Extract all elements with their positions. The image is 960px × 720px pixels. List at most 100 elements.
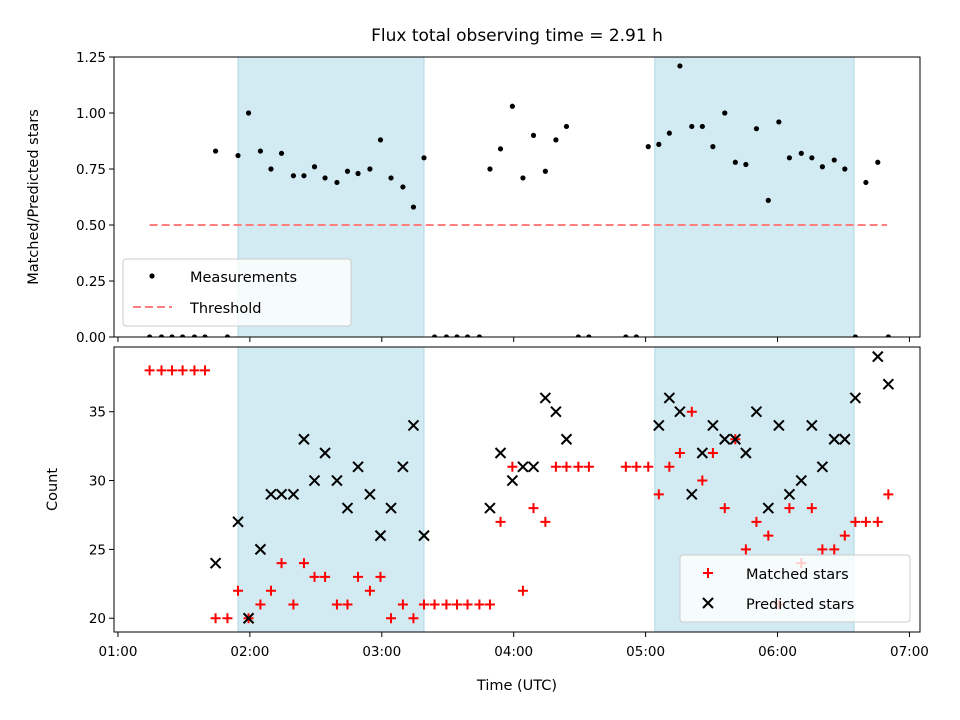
predicted-star-point [374, 529, 387, 542]
measurement-point [410, 204, 417, 210]
predicted-star-point [773, 419, 785, 432]
matched-star-point [550, 461, 561, 472]
measurement-point [355, 170, 361, 177]
predicted-star-point [806, 419, 818, 432]
measurement-point [245, 110, 252, 116]
x-tick-label: 02:00 [230, 644, 269, 660]
measurement-point [454, 334, 460, 337]
y-tick-label: 20 [89, 611, 106, 627]
measurement-point [863, 179, 869, 186]
matched-star-point [429, 599, 440, 610]
measurement-point [388, 175, 394, 181]
measurement-point [699, 123, 705, 130]
matched-star-point [495, 516, 506, 527]
matched-star-point [408, 613, 419, 624]
matched-star-point [507, 461, 518, 472]
y-tick-label: 0.50 [76, 218, 106, 234]
predicted-star-point [674, 406, 686, 418]
matched-star-point [686, 406, 697, 417]
matched-star-point [276, 558, 287, 569]
legend-label-predicted: Predicted stars [746, 597, 854, 613]
y-axis-label: Matched/Predicted stars [26, 109, 42, 285]
predicted-star-point [762, 502, 775, 514]
x-tick-label: 07:00 [890, 644, 929, 660]
measurement-point [179, 334, 186, 337]
measurement-point [765, 197, 771, 203]
measurement-point [875, 159, 881, 165]
predicted-star-point [653, 419, 665, 432]
predicted-star-point [882, 378, 895, 390]
matched-star-point [167, 365, 178, 376]
predicted-star-point [352, 461, 364, 473]
y-tick-label: 0.00 [76, 330, 106, 346]
measurement-point [224, 334, 231, 337]
matched-star-point [474, 599, 485, 610]
matched-star-point [375, 571, 386, 582]
predicted-star-point [341, 502, 354, 514]
measurement-point [798, 150, 804, 156]
measurement-point [809, 155, 815, 161]
bottom-panel: 20 25 30 35 01:00 02:00 03:00 04:00 05:00 06:00 07… [45, 346, 929, 694]
measurement-point [633, 334, 639, 337]
matched-star-point [561, 461, 572, 472]
predicted-star-point [686, 488, 698, 501]
matched-star-point [397, 599, 408, 610]
measurement-point [431, 334, 438, 337]
matched-star-point [763, 530, 774, 541]
predicted-star-point [484, 502, 496, 514]
legend-marker-matched [703, 568, 713, 578]
matched-star-point [265, 585, 276, 596]
measurement-point [753, 126, 760, 132]
measurement-point [623, 334, 629, 337]
measurement-point [842, 166, 848, 172]
x-tick-label: 03:00 [362, 644, 401, 660]
x-tick-label: 04:00 [494, 644, 533, 660]
measurement-point [776, 119, 782, 125]
y-tick-label: 1.00 [76, 106, 106, 122]
predicted-star-point [418, 529, 430, 542]
predicted-star-point [494, 447, 507, 459]
measurement-point [885, 334, 891, 337]
matched-star-point [320, 571, 331, 582]
matched-star-point [883, 489, 894, 500]
legend-box [122, 258, 352, 327]
measurement-point [311, 164, 318, 170]
measurement-point [421, 155, 427, 161]
predicted-star-point [816, 461, 829, 473]
predicted-star-point [275, 488, 288, 501]
matched-star-point [806, 503, 817, 514]
matched-star-point [573, 461, 584, 472]
matched-star-point [331, 599, 342, 610]
chart-title: Flux total observing time = 2.91 h [371, 26, 663, 46]
predicted-star-point [707, 419, 719, 432]
matched-star-point [222, 613, 233, 624]
predicted-star-point [254, 543, 267, 556]
matched-star-point [462, 599, 473, 610]
matched-star-point [653, 489, 664, 500]
predicted-star-point [839, 433, 851, 445]
measurement-point [257, 148, 264, 154]
measurement-point [487, 166, 493, 172]
predicted-star-point [232, 516, 244, 528]
matched-star-point [156, 365, 167, 376]
predicted-star-point [308, 474, 321, 487]
measurement-point [169, 334, 175, 337]
matched-star-point [517, 585, 528, 596]
predicted-star-point [849, 392, 862, 404]
measurement-point [509, 103, 515, 109]
x-tick-label: 01:00 [99, 644, 138, 660]
measurement-point [852, 334, 858, 337]
matched-star-point [872, 516, 883, 527]
predicted-star-point [298, 433, 310, 445]
measurement-point [819, 164, 825, 170]
measurement-point [202, 334, 208, 337]
y-tick-label: 25 [89, 542, 106, 558]
matched-star-point [850, 516, 861, 527]
measurement-point [268, 166, 274, 172]
predicted-star-point [539, 392, 552, 404]
matched-star-point [189, 365, 200, 376]
matched-star-point [631, 461, 642, 472]
measurement-point [400, 184, 406, 190]
matched-star-point [719, 503, 730, 514]
